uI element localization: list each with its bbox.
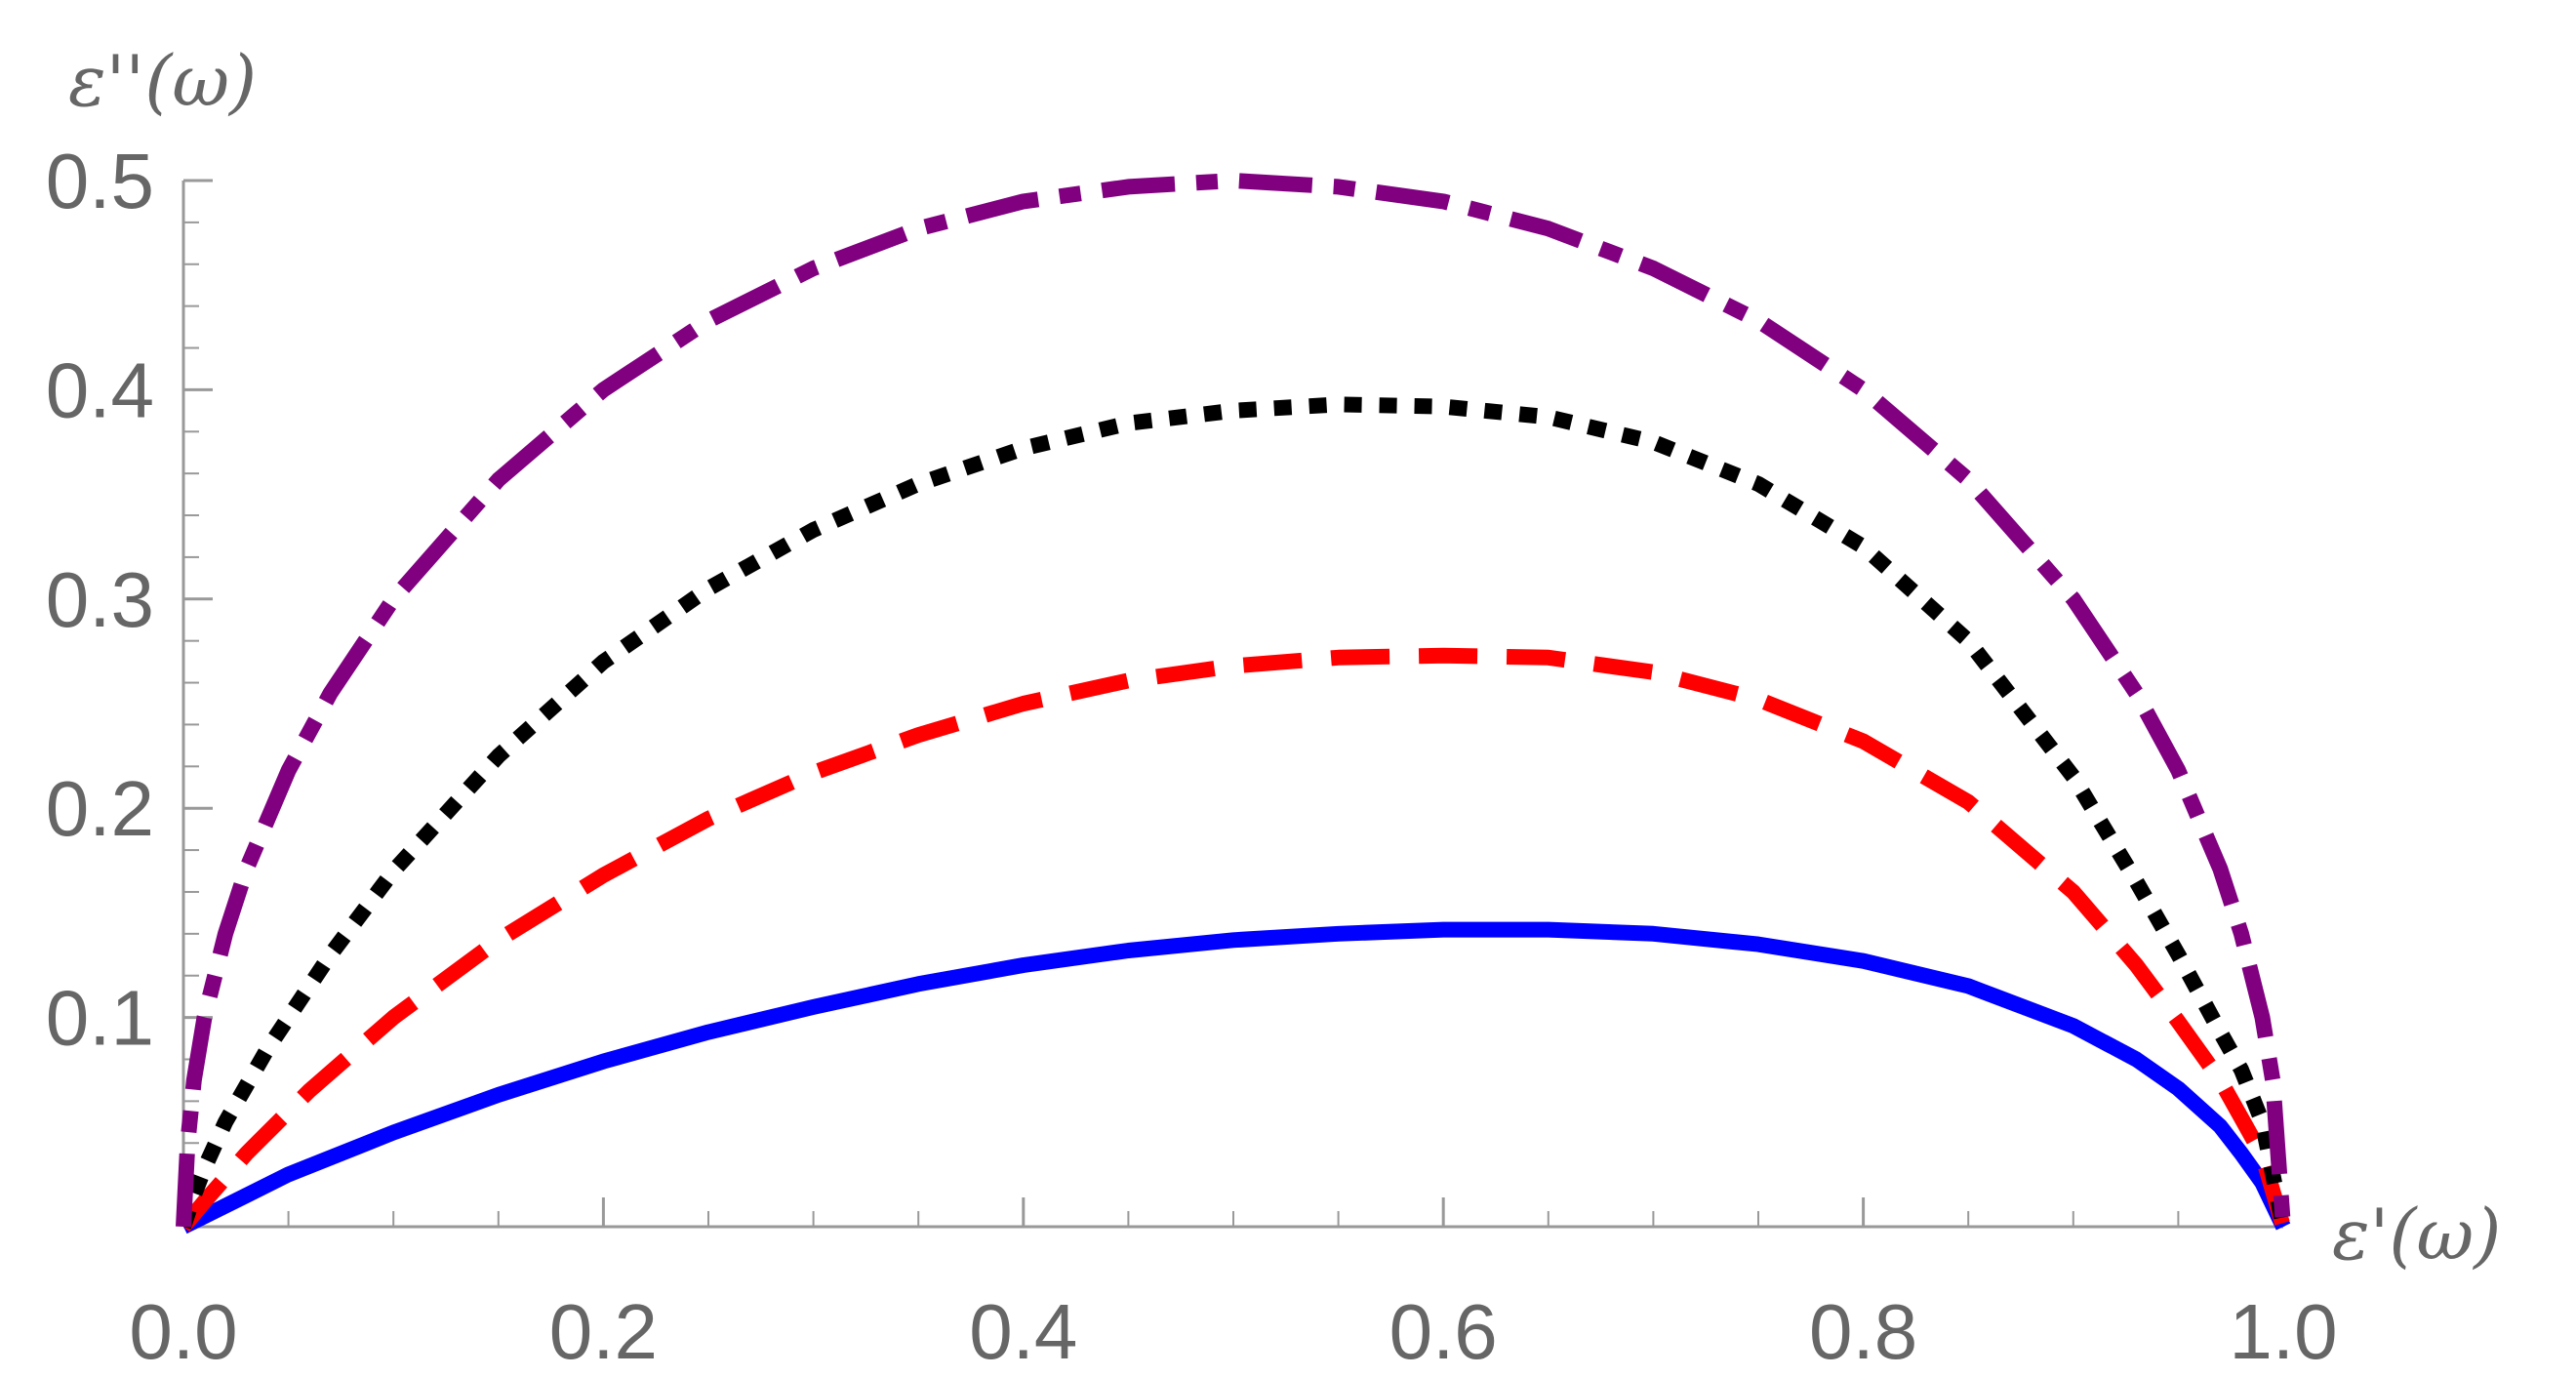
axes <box>181 181 2283 1229</box>
x-tick-label: 0.0 <box>129 1288 237 1375</box>
series-line-solid <box>180 921 2291 1235</box>
x-tick-label: 0.4 <box>969 1288 1077 1375</box>
x-tick-label: 0.8 <box>1809 1288 1917 1375</box>
x-tick-label: 1.0 <box>2229 1288 2337 1375</box>
y-tick-label: 0.1 <box>46 975 154 1062</box>
y-axis-title: ε''(ω) <box>68 40 257 122</box>
y-tick-label: 0.3 <box>46 556 154 643</box>
tick-labels: 0.0 0.2 0.4 0.6 0.8 1.0 0.1 0.2 0.3 0.4 0.5 <box>46 138 2338 1375</box>
series-line-dash-dot <box>176 173 2291 1228</box>
y-tick-label: 0.4 <box>46 346 154 433</box>
x-axis-title: ε'(ω) <box>2332 1194 2501 1276</box>
series-line-dashed <box>177 647 2291 1233</box>
series-group <box>176 173 2291 1235</box>
x-tick-label: 0.2 <box>549 1288 658 1375</box>
ticks <box>181 179 2285 1227</box>
y-tick-label: 0.5 <box>46 138 154 224</box>
series-line-dotted <box>176 396 2291 1230</box>
x-tick-label: 0.6 <box>1389 1288 1498 1375</box>
y-tick-label: 0.2 <box>46 765 154 852</box>
